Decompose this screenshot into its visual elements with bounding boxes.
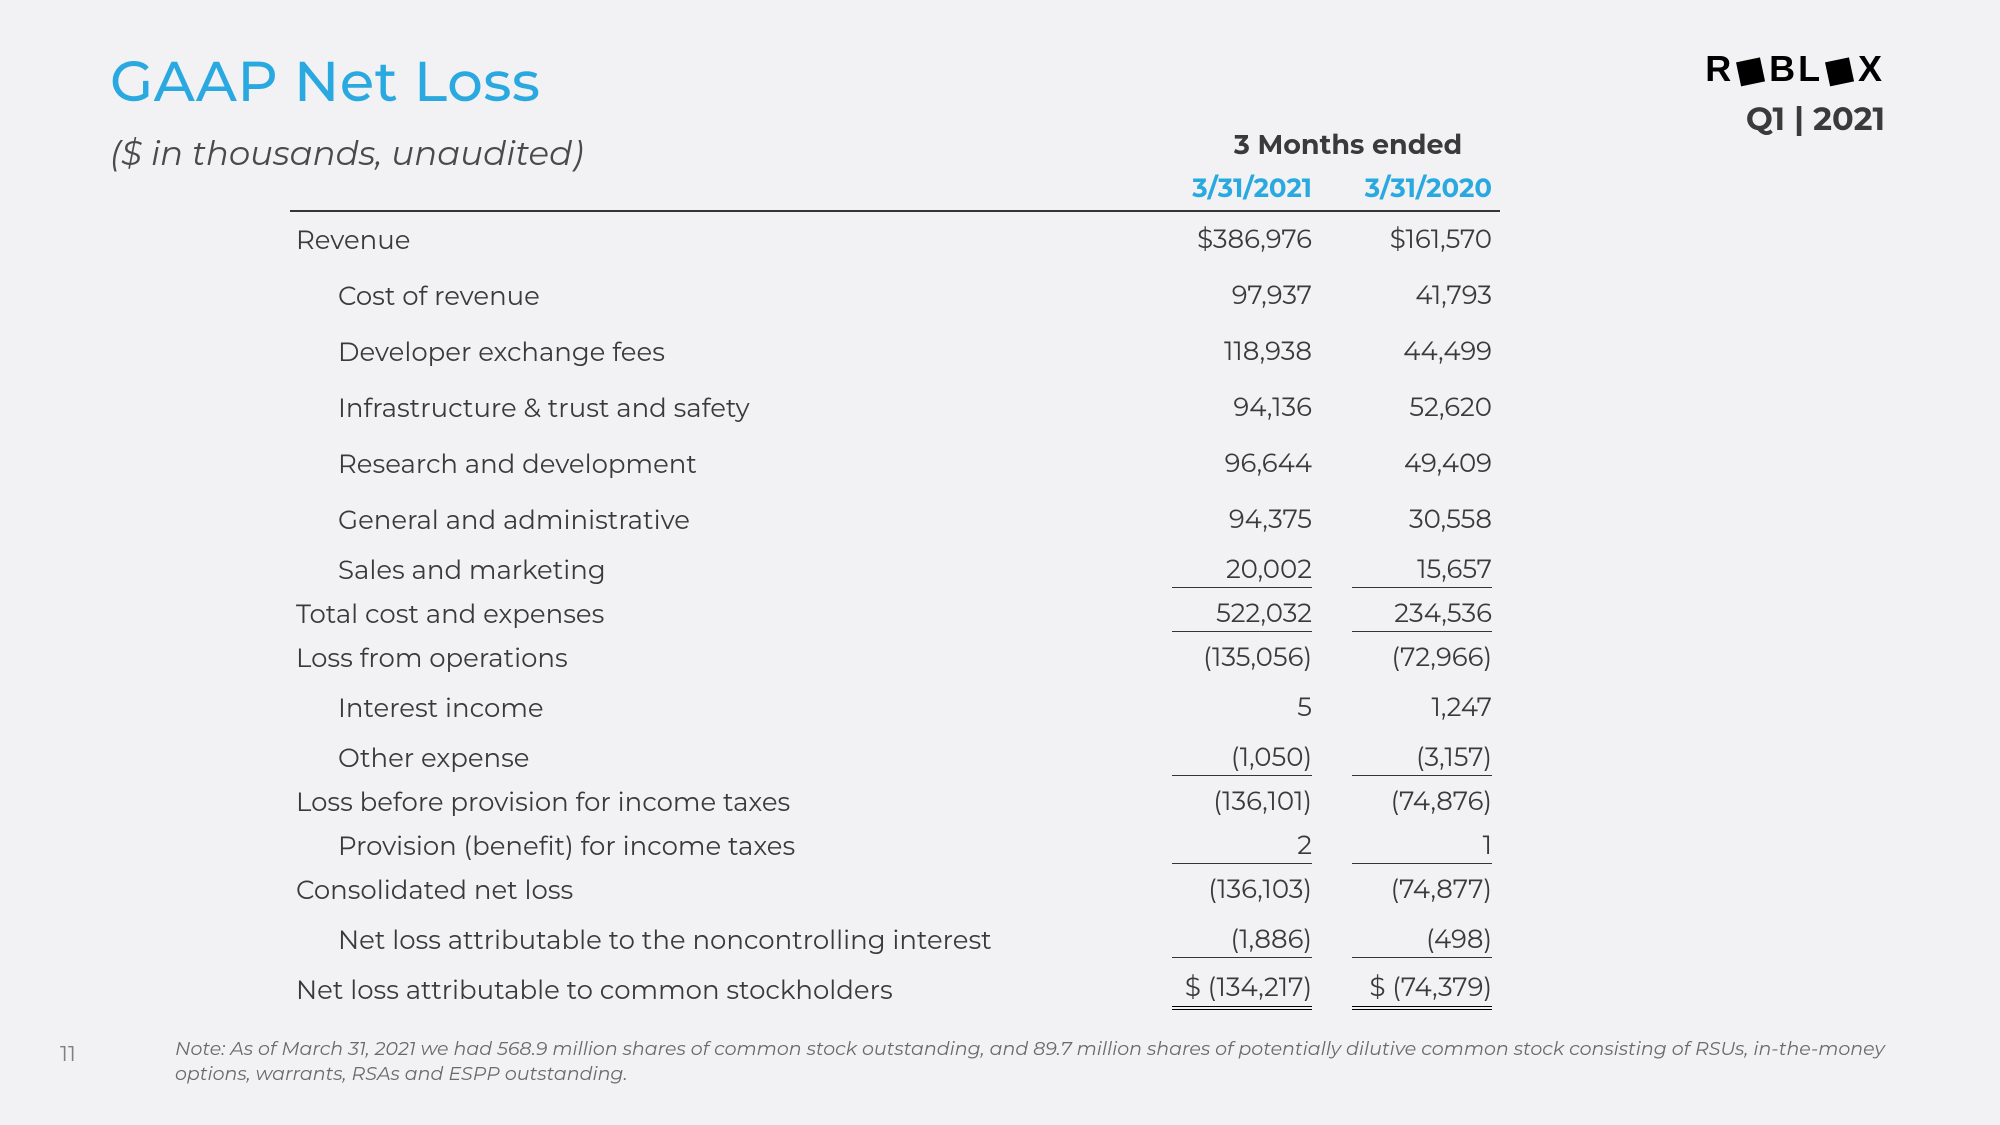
row-label: Sales and marketing xyxy=(290,554,1140,586)
row-total-cost: Total cost and expenses 522,032 234,536 xyxy=(290,592,1500,636)
cell: 97,937 xyxy=(1140,279,1320,313)
row-label: Loss from operations xyxy=(290,642,1140,674)
cell: 1 xyxy=(1320,829,1500,864)
row-loss-before-tax: Loss before provision for income taxes (… xyxy=(290,780,1500,824)
financial-table: 3/31/2021 3/31/2020 Revenue $386,976 $16… xyxy=(290,172,1500,1012)
row-label: Revenue xyxy=(290,224,1140,256)
cell: $161,570 xyxy=(1320,223,1500,257)
cell: 118,938 xyxy=(1140,335,1320,369)
cell: (3,157) xyxy=(1320,741,1500,776)
cell: (1,886) xyxy=(1140,923,1320,958)
cell: 41,793 xyxy=(1320,279,1500,313)
row-label: Developer exchange fees xyxy=(290,336,1140,368)
row-cost-revenue: Cost of revenue 97,937 41,793 xyxy=(290,268,1500,324)
row-label: Consolidated net loss xyxy=(290,874,1140,906)
table-header-row: 3/31/2021 3/31/2020 xyxy=(290,172,1500,212)
row-label: Loss before provision for income taxes xyxy=(290,786,1140,818)
cell: 30,558 xyxy=(1320,503,1500,537)
row-nci: Net loss attributable to the noncontroll… xyxy=(290,912,1500,968)
row-dev-exchange: Developer exchange fees 118,938 44,499 xyxy=(290,324,1500,380)
cell: (72,966) xyxy=(1320,641,1500,675)
row-label: Net loss attributable to common stockhol… xyxy=(290,974,1140,1006)
col-header-1: 3/31/2021 xyxy=(1140,172,1320,204)
cell: $386,976 xyxy=(1140,223,1320,257)
cell: (74,877) xyxy=(1320,873,1500,907)
row-label: Other expense xyxy=(290,742,1140,774)
cell: 52,620 xyxy=(1320,391,1500,425)
row-label: Cost of revenue xyxy=(290,280,1140,312)
roblox-logo: R◼BL◼X xyxy=(1705,48,1885,90)
cell: 44,499 xyxy=(1320,335,1500,369)
cell: 94,375 xyxy=(1140,503,1320,537)
row-loss-ops: Loss from operations (135,056) (72,966) xyxy=(290,636,1500,680)
footnote: Note: As of March 31, 2021 we had 568.9 … xyxy=(175,1036,1885,1087)
row-ga: General and administrative 94,375 30,558 xyxy=(290,492,1500,548)
cell: 2 xyxy=(1140,829,1320,864)
row-sales-marketing: Sales and marketing 20,002 15,657 xyxy=(290,548,1500,592)
cell: (74,876) xyxy=(1320,785,1500,819)
section-header: 3 Months ended xyxy=(1168,128,1528,161)
cell: 96,644 xyxy=(1140,447,1320,481)
cell: 15,657 xyxy=(1320,553,1500,588)
row-net-loss-common: Net loss attributable to common stockhol… xyxy=(290,968,1500,1012)
cell: $ (74,379) xyxy=(1320,971,1500,1010)
row-infra: Infrastructure & trust and safety 94,136… xyxy=(290,380,1500,436)
col-header-2: 3/31/2020 xyxy=(1320,172,1500,204)
cell: 94,136 xyxy=(1140,391,1320,425)
cell: 522,032 xyxy=(1140,597,1320,632)
row-consolidated-net-loss: Consolidated net loss (136,103) (74,877) xyxy=(290,868,1500,912)
cell: (136,101) xyxy=(1140,785,1320,819)
cell: (135,056) xyxy=(1140,641,1320,675)
row-rnd: Research and development 96,644 49,409 xyxy=(290,436,1500,492)
row-label: Provision (benefit) for income taxes xyxy=(290,830,1140,862)
row-label: Interest income xyxy=(290,692,1140,724)
cell: 49,409 xyxy=(1320,447,1500,481)
cell: 20,002 xyxy=(1140,553,1320,588)
page-number: 11 xyxy=(60,1040,76,1067)
cell: $ (134,217) xyxy=(1140,971,1320,1010)
subtitle: ($ in thousands, unaudited) xyxy=(110,132,583,174)
page-title: GAAP Net Loss xyxy=(110,48,540,116)
row-other-expense: Other expense (1,050) (3,157) xyxy=(290,736,1500,780)
row-label: Research and development xyxy=(290,448,1140,480)
cell: (1,050) xyxy=(1140,741,1320,776)
row-provision: Provision (benefit) for income taxes 2 1 xyxy=(290,824,1500,868)
row-label: Net loss attributable to the noncontroll… xyxy=(290,924,1140,956)
row-label: Total cost and expenses xyxy=(290,598,1140,630)
cell: 5 xyxy=(1140,691,1320,725)
cell: (498) xyxy=(1320,923,1500,958)
row-label: Infrastructure & trust and safety xyxy=(290,392,1140,424)
row-interest-income: Interest income 5 1,247 xyxy=(290,680,1500,736)
row-label: General and administrative xyxy=(290,504,1140,536)
period-label: Q1 | 2021 xyxy=(1746,100,1885,139)
cell: (136,103) xyxy=(1140,873,1320,907)
row-revenue: Revenue $386,976 $161,570 xyxy=(290,212,1500,268)
cell: 1,247 xyxy=(1320,691,1500,725)
cell: 234,536 xyxy=(1320,597,1500,632)
